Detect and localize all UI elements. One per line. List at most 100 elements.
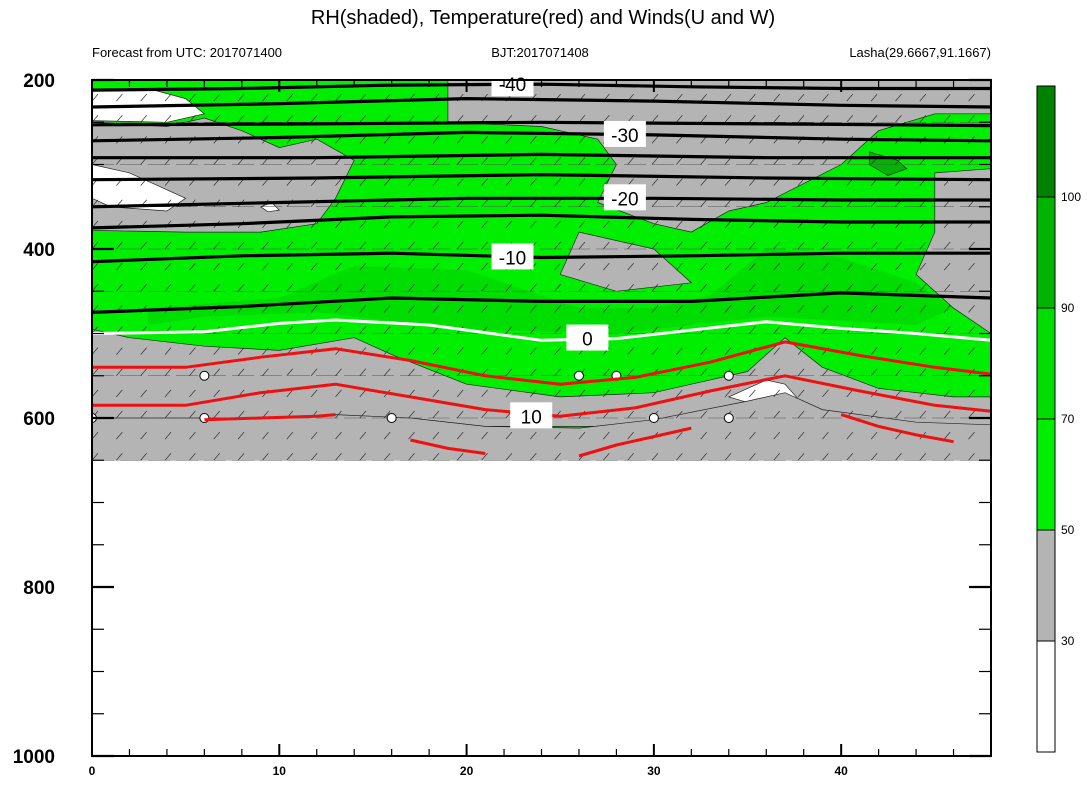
wind-barb	[919, 368, 927, 376]
wind-barb	[773, 305, 781, 313]
wind-barb	[943, 262, 951, 271]
wind-barb	[359, 220, 367, 229]
wind-barb	[432, 347, 440, 355]
wind-barb	[481, 262, 488, 271]
wind-barb	[700, 453, 707, 461]
wind-barb	[627, 220, 634, 229]
temperature-contour-black	[92, 291, 991, 314]
wind-barb	[189, 241, 196, 250]
wind-barb	[262, 93, 269, 102]
wind-barb	[773, 284, 781, 292]
wind-barb	[140, 284, 147, 292]
wind-barb	[943, 347, 951, 355]
wind-barb	[237, 284, 245, 292]
wind-barb	[505, 453, 513, 461]
wind-barb	[554, 305, 561, 313]
wind-barb	[432, 453, 440, 461]
wind-barb	[554, 262, 561, 271]
wind-barb	[676, 284, 683, 292]
contour-layer	[92, 82, 991, 458]
wind-barb	[968, 326, 975, 334]
wind-barb	[189, 347, 196, 355]
wind-barb	[797, 93, 805, 102]
wind-barb	[895, 453, 902, 461]
wind-barb	[627, 453, 634, 461]
wind-barb	[432, 241, 440, 250]
wind-barb	[408, 241, 415, 250]
wind-barb	[237, 453, 245, 461]
x-tick-label: 30	[647, 764, 661, 778]
wind-barb	[286, 368, 294, 376]
contour-label: -20	[611, 189, 638, 210]
wind-barb	[943, 284, 951, 292]
wind-barb	[603, 389, 610, 398]
wind-barb	[505, 305, 513, 313]
wind-barb	[481, 220, 488, 229]
wind-barb	[578, 284, 586, 292]
wind-barb	[676, 262, 683, 271]
wind-barb	[651, 157, 659, 165]
wind-barb	[481, 115, 488, 123]
temperature-contour-black	[92, 173, 991, 182]
wind-barb	[943, 431, 951, 440]
wind-barb	[870, 241, 878, 250]
wind-barb	[822, 93, 829, 102]
wind-barb	[700, 80, 702, 81]
wind-barb	[919, 305, 927, 313]
wind-barb	[822, 368, 829, 376]
wind-barb	[943, 115, 951, 123]
temperature-contour-red	[410, 438, 486, 455]
wind-barb	[383, 326, 391, 334]
wind-barb	[676, 80, 677, 81]
calm-wind-marker	[648, 413, 659, 423]
wind-barb	[310, 93, 318, 102]
y-tick-label: 400	[23, 240, 55, 261]
x-tick-label: 10	[273, 764, 287, 778]
wind-barb	[335, 284, 342, 292]
wind-barb	[578, 178, 586, 186]
wind-barb	[919, 389, 927, 398]
wind-barb	[749, 326, 756, 334]
calm-wind-marker	[573, 370, 584, 381]
wind-barb	[286, 305, 294, 313]
wind-barb	[919, 326, 927, 334]
contour-label: 10	[521, 407, 542, 428]
wind-barb	[846, 389, 854, 398]
y-tick-label: 200	[23, 71, 55, 92]
wind-barb	[627, 262, 634, 271]
wind-barb	[749, 389, 756, 398]
wind-barb	[481, 136, 488, 144]
wind-barb	[578, 262, 586, 271]
wind-barb	[724, 453, 732, 461]
wind-barb	[603, 284, 610, 292]
wind-barb	[116, 389, 123, 398]
wind-barb	[456, 305, 464, 313]
wind-barb	[286, 453, 294, 461]
wind-barb	[725, 80, 726, 81]
wind-barb	[383, 453, 391, 461]
wind-barb	[651, 115, 659, 123]
wind-barb	[408, 453, 415, 461]
wind-barb	[286, 80, 288, 81]
wind-barb	[554, 220, 561, 229]
wind-barb	[213, 431, 221, 440]
wind-barb	[140, 115, 147, 123]
wind-barb	[164, 389, 172, 398]
wind-barb	[529, 199, 537, 207]
wind-barb	[968, 93, 975, 102]
wind-barb	[968, 431, 975, 440]
wind-barb	[724, 431, 732, 440]
wind-barb	[481, 157, 488, 165]
wind-barb	[481, 305, 488, 313]
temperature-contour-black	[92, 152, 991, 160]
wind-barb	[189, 115, 196, 123]
wind-barb	[724, 115, 732, 123]
wind-barb	[481, 453, 488, 461]
wind-barb	[895, 431, 902, 440]
wind-barb	[919, 453, 927, 461]
wind-barb	[335, 410, 342, 419]
y-tick-label: 1000	[13, 747, 55, 768]
wind-barb	[870, 262, 878, 271]
wind-barb	[432, 410, 440, 419]
colorbar-box	[1036, 640, 1056, 753]
